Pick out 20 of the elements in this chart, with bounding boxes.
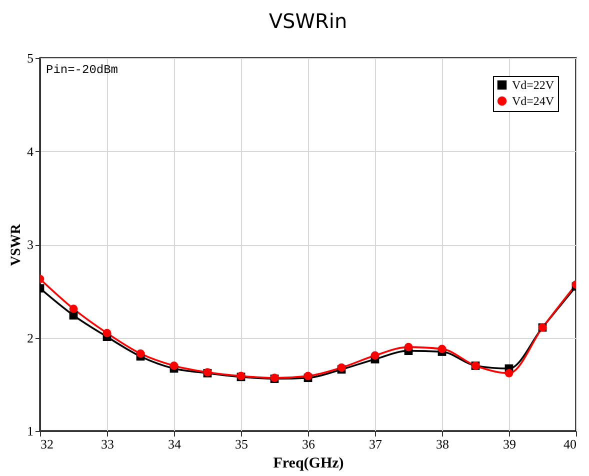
x-tick-label: 33	[101, 436, 114, 452]
y-tick-label: 3	[27, 237, 34, 252]
y-axis-title: VSWR	[9, 223, 24, 266]
legend-label: Vd=24V	[512, 94, 554, 108]
x-tick-label: 32	[40, 436, 54, 452]
y-tick-label: 5	[27, 50, 34, 66]
y-tick-label: 1	[27, 424, 34, 438]
x-tick-label: 40	[564, 436, 576, 452]
x-axis-title: Freq(GHz)	[273, 456, 344, 472]
annotation: Pin=-20dBm	[46, 63, 118, 77]
chart-title: VSWRin	[268, 9, 348, 33]
y-tick-label: 4	[27, 144, 34, 159]
legend-label: Vd=22V	[512, 78, 554, 92]
x-tick-label: 39	[503, 436, 516, 452]
y-tick-label: 2	[27, 330, 34, 346]
x-tick-label: 35	[235, 436, 248, 452]
x-tick-label: 37	[369, 436, 382, 452]
x-tick-label: 36	[302, 436, 316, 452]
x-tick-label: 38	[436, 436, 449, 452]
x-tick-label: 34	[168, 436, 182, 452]
